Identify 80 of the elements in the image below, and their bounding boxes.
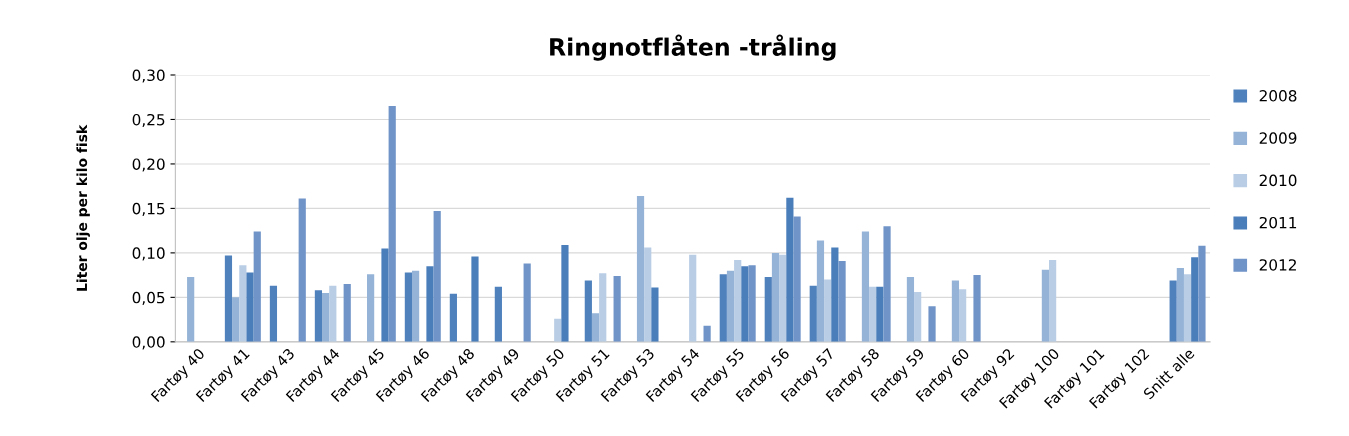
bar	[1041, 269, 1049, 342]
bar	[298, 198, 306, 342]
bar	[314, 290, 323, 342]
bar	[426, 266, 434, 342]
y-tick-label: 0,00	[132, 336, 165, 350]
bar	[734, 260, 742, 342]
bar	[651, 287, 659, 342]
bar	[861, 231, 870, 342]
bar	[232, 297, 240, 342]
bar	[703, 325, 711, 342]
bar	[869, 286, 877, 342]
bar	[449, 293, 457, 342]
bar	[187, 276, 195, 342]
bar	[494, 286, 502, 342]
bar	[554, 318, 562, 342]
bar	[1183, 274, 1192, 342]
bar	[322, 292, 330, 342]
bar	[591, 313, 600, 342]
bar	[561, 244, 569, 342]
legend-label: 2012	[1259, 259, 1296, 271]
bar	[1049, 260, 1057, 342]
legend-label: 2009	[1259, 132, 1297, 144]
bar	[793, 216, 801, 342]
bar	[824, 279, 832, 342]
bar	[269, 285, 278, 342]
bar	[951, 280, 960, 342]
y-tick-label: 0,25	[132, 113, 165, 128]
y-tick-label: 0,20	[132, 158, 165, 172]
bar	[779, 254, 787, 342]
bar	[523, 263, 531, 342]
bar	[914, 292, 922, 342]
bar	[1198, 245, 1206, 342]
bar	[404, 272, 412, 342]
bar	[876, 286, 884, 342]
bar	[831, 247, 839, 342]
bar	[246, 272, 254, 342]
legend-label: 2011	[1259, 216, 1297, 229]
y-tick-label: 0,30	[132, 69, 165, 83]
bar	[719, 274, 727, 342]
bar	[253, 231, 261, 342]
bar	[433, 211, 441, 342]
bar	[388, 106, 396, 342]
bar	[224, 255, 233, 342]
bar	[838, 260, 846, 342]
bar	[748, 265, 756, 342]
bar	[906, 276, 915, 342]
y-tick-label: 0,05	[132, 291, 165, 305]
y-tick-label: 0,15	[132, 202, 165, 216]
bar	[764, 276, 772, 342]
bar	[329, 285, 337, 342]
bar	[1176, 268, 1184, 342]
bar	[973, 275, 981, 342]
bar	[689, 254, 697, 342]
bar	[741, 266, 749, 342]
y-tick-label: 0,10	[132, 247, 165, 261]
bar	[809, 285, 817, 342]
bar	[636, 195, 645, 342]
legend-label: 2010	[1259, 174, 1297, 187]
bar	[644, 247, 652, 342]
bar	[367, 274, 375, 342]
bar	[239, 265, 247, 342]
bar	[471, 256, 479, 342]
bar	[786, 197, 794, 342]
legend-label: 2008	[1259, 90, 1297, 102]
bar	[599, 273, 607, 342]
bar	[1191, 257, 1199, 342]
chart-title: Ringnotflåten -tråling	[550, 34, 836, 61]
bar	[928, 306, 936, 342]
bar	[343, 284, 351, 342]
bar	[381, 248, 389, 342]
bar	[613, 276, 621, 342]
bar	[726, 270, 735, 342]
bar	[816, 240, 825, 342]
bar	[412, 270, 420, 342]
bar	[584, 280, 592, 342]
bar	[1169, 280, 1177, 342]
bar	[959, 289, 967, 342]
bar	[883, 226, 891, 342]
bar	[771, 252, 780, 342]
y-axis-title: Liter olje per kilo fisk	[76, 124, 90, 291]
